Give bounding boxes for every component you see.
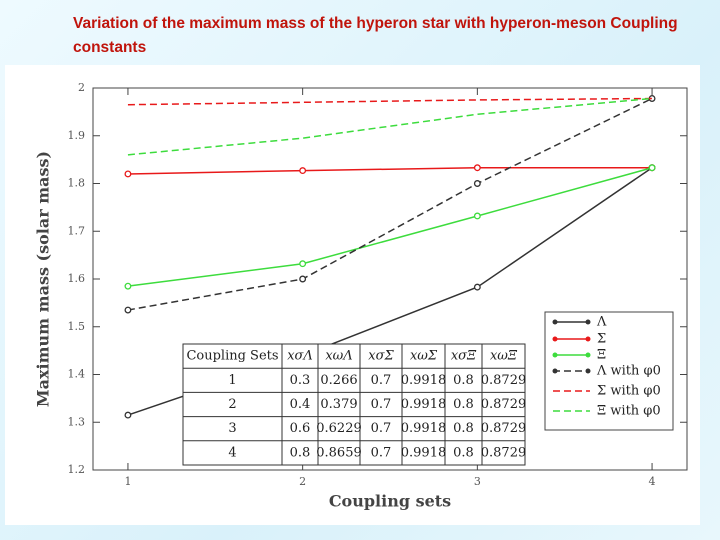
- x-tick-label: 2: [299, 475, 306, 488]
- x-tick-label: 4: [649, 475, 656, 488]
- x-tick-label: 1: [124, 475, 131, 488]
- table-header: xσΞ: [451, 349, 477, 364]
- legend-label: Σ with φ0: [597, 384, 661, 399]
- table-cell: 0.8729: [481, 421, 527, 436]
- y-tick-label: 1.4: [68, 368, 86, 381]
- series-line: [127, 166, 653, 175]
- legend-marker: [585, 352, 591, 358]
- table-cell: 0.7: [371, 445, 392, 460]
- table-header: xωΛ: [325, 349, 352, 364]
- legend-marker: [552, 368, 558, 374]
- table-header: xσΣ: [368, 349, 394, 364]
- y-tick-label: 1.5: [68, 320, 86, 333]
- legend-marker: [585, 336, 591, 342]
- legend-label: Λ: [596, 315, 607, 330]
- table-cell: 0.6: [290, 421, 311, 436]
- y-tick-label: 1.6: [68, 272, 86, 285]
- y-tick-label: 1.2: [68, 463, 86, 476]
- series-line: [127, 97, 653, 311]
- table-cell: 0.7: [371, 397, 392, 412]
- table-cell: 0.7: [371, 373, 392, 388]
- legend-label: Σ: [597, 332, 606, 347]
- table-cell: 0.8729: [481, 373, 527, 388]
- point: [299, 260, 307, 268]
- table-cell: 0.9918: [401, 445, 447, 460]
- table-cell: 0.9918: [401, 373, 447, 388]
- legend-label: Λ with φ0: [596, 364, 661, 379]
- point: [648, 164, 656, 172]
- legend-marker: [552, 336, 558, 342]
- table-cell: 0.4: [290, 397, 311, 412]
- table-cell: 0.8: [453, 373, 474, 388]
- table-cell: 0.8: [453, 421, 474, 436]
- legend-marker: [552, 352, 558, 358]
- point: [124, 170, 132, 178]
- point: [124, 282, 132, 290]
- table-cell: 0.8729: [481, 445, 527, 460]
- y-tick-label: 1.9: [68, 129, 86, 142]
- table-cell: 0.9918: [401, 421, 447, 436]
- table-bg: [182, 343, 526, 466]
- table-cell: 0.3: [290, 373, 311, 388]
- point: [299, 275, 307, 283]
- point: [124, 306, 132, 314]
- table-cell: 0.6229: [316, 421, 362, 436]
- table-cell: 2: [228, 397, 236, 412]
- y-tick-label: 1.7: [68, 224, 86, 237]
- legend-marker: [552, 319, 558, 325]
- point: [124, 411, 132, 419]
- table-cell: 3: [228, 421, 236, 436]
- x-axis-label: Coupling sets: [329, 492, 451, 511]
- point: [473, 212, 481, 220]
- point: [473, 180, 481, 187]
- table-header: Coupling Sets: [186, 349, 278, 364]
- table-header: xωΣ: [410, 349, 438, 364]
- point: [473, 164, 481, 172]
- legend-marker: [585, 319, 591, 325]
- table-header: xωΞ: [490, 349, 518, 364]
- point: [473, 283, 481, 291]
- point: [299, 167, 307, 175]
- y-tick-label: 2: [78, 81, 85, 94]
- table-cell: 4: [228, 445, 236, 460]
- y-tick-label: 1.8: [68, 177, 86, 190]
- legend-label: Ξ: [597, 348, 606, 363]
- y-tick-label: 1.3: [68, 415, 86, 428]
- table-cell: 0.8: [290, 445, 311, 460]
- y-axis-label: Maximum mass (solar mass): [34, 151, 53, 407]
- table-cell: 0.8659: [316, 445, 362, 460]
- legend-marker: [585, 368, 591, 374]
- table-cell: 0.8: [453, 445, 474, 460]
- series-line: [127, 167, 653, 287]
- table-header: xσΛ: [287, 349, 313, 364]
- table-cell: 0.379: [320, 397, 357, 412]
- x-tick-label: 3: [474, 475, 481, 488]
- table-cell: 0.9918: [401, 397, 447, 412]
- table-cell: 0.8: [453, 397, 474, 412]
- table-cell: 0.266: [320, 373, 357, 388]
- legend-label: Ξ with φ0: [597, 404, 661, 419]
- table-cell: 0.8729: [481, 397, 527, 412]
- table-cell: 0.7: [371, 421, 392, 436]
- slide-title: Variation of the maximum mass of the hyp…: [73, 15, 678, 56]
- table-cell: 1: [228, 373, 236, 388]
